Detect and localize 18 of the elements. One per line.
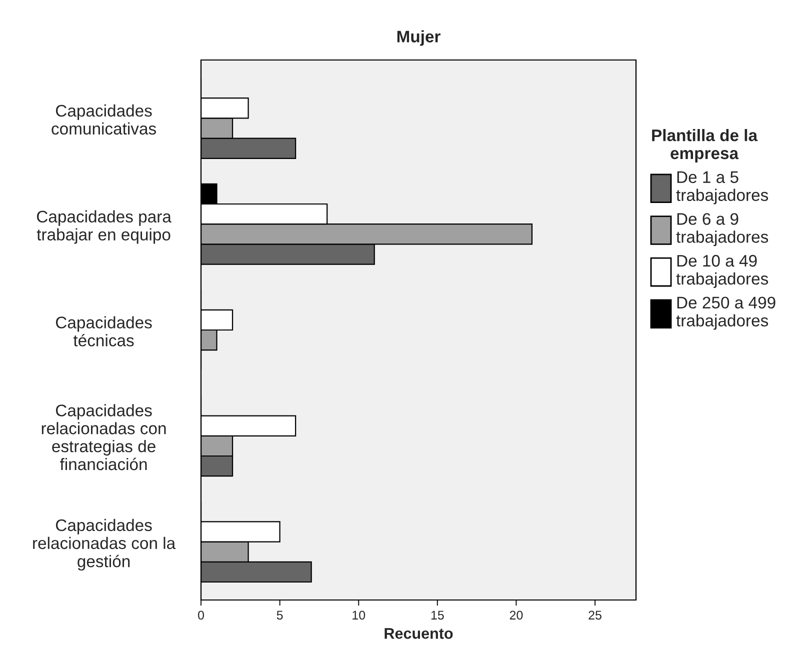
legend-label: De 250 a 499 trabajadores <box>676 296 776 330</box>
x-tick-label: 0 <box>198 610 204 620</box>
legend-label: De 1 a 5 trabajadores <box>676 171 768 204</box>
x-tick-label: 25 <box>588 610 602 620</box>
x-axis-title: Recuento <box>384 628 453 639</box>
legend-title: Plantilla de la empresa <box>652 129 758 162</box>
x-tick-label: 5 <box>276 610 283 620</box>
x-tick-label: 10 <box>352 610 366 620</box>
x-tick-label: 20 <box>510 610 523 620</box>
y-tick-label: Capacidades relacionadas con la gestión <box>33 518 176 571</box>
chart-title: Mujer <box>397 30 440 46</box>
y-tick-label: Capacidades para trabajar en equipo <box>36 210 172 244</box>
legend-label: De 10 a 49 trabajadores <box>676 254 768 288</box>
legend-label: De 6 a 9 trabajadores <box>676 213 768 246</box>
y-tick-label: Capacidades técnicas <box>56 316 152 346</box>
x-tick-label: 15 <box>431 610 444 620</box>
y-tick-label: Capacidades comunicativas <box>52 104 156 135</box>
y-tick-label: Capacidades relacionadas con estrategias de financiación <box>42 404 166 470</box>
